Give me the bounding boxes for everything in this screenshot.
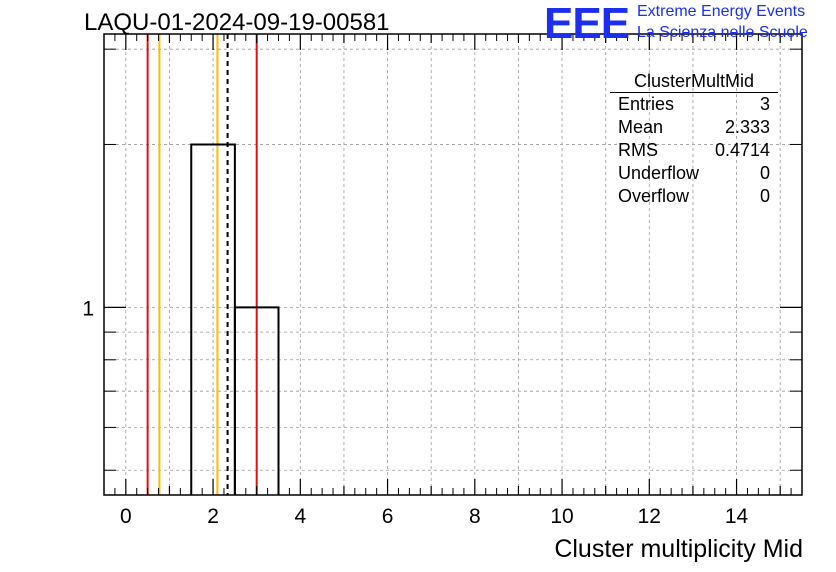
stats-row: RMS 0.4714	[610, 139, 778, 162]
stats-value: 0	[759, 186, 770, 206]
stats-value: 0.4714	[714, 140, 770, 160]
x-tick-label: 0	[120, 505, 132, 528]
x-tick-label: 12	[638, 505, 661, 528]
x-axis-label: Cluster multiplicity Mid	[554, 535, 803, 563]
stats-value: 0	[759, 163, 770, 183]
x-tick-label: 4	[294, 505, 306, 528]
grid-layer	[104, 34, 802, 495]
histogram-bar	[233, 306, 280, 495]
x-tick-label: 10	[550, 505, 573, 528]
stats-value: 3	[759, 94, 770, 114]
axes-layer	[103, 33, 803, 496]
stats-row: Entries 3	[610, 93, 778, 116]
x-tick-label: 6	[382, 505, 394, 528]
eee-logo: EEE	[544, 0, 630, 48]
stats-label: Mean	[618, 117, 664, 137]
x-tick-label: 8	[469, 505, 481, 528]
x-tick-label: 2	[207, 505, 219, 528]
tick-labels: 0 2 4 6 8 10 12 14 1	[82, 297, 748, 528]
stats-label: Entries	[618, 94, 675, 114]
stats-title: ClusterMultMid	[610, 70, 778, 93]
stats-label: RMS	[618, 140, 658, 160]
run-title: LAQU-01-2024-09-19-00581	[84, 9, 390, 36]
logo-line-2: La Scienza nelle Scuole	[637, 24, 808, 41]
stats-box: ClusterMultMid Entries 3 Mean 2.333 RMS …	[610, 70, 778, 208]
stats-label: Overflow	[618, 186, 690, 206]
x-tick-label: 14	[725, 505, 749, 528]
stats-row: Mean 2.333	[610, 116, 778, 139]
y-tick-label: 1	[82, 297, 94, 320]
reference-lines	[146, 34, 258, 495]
histogram-layer	[190, 143, 280, 495]
stats-row: Underflow 0	[610, 162, 778, 185]
stats-row: Overflow 0	[610, 185, 778, 208]
logo-line-1: Extreme Energy Events	[637, 3, 806, 20]
stats-value: 2.333	[724, 117, 770, 137]
stats-label: Underflow	[618, 163, 700, 183]
